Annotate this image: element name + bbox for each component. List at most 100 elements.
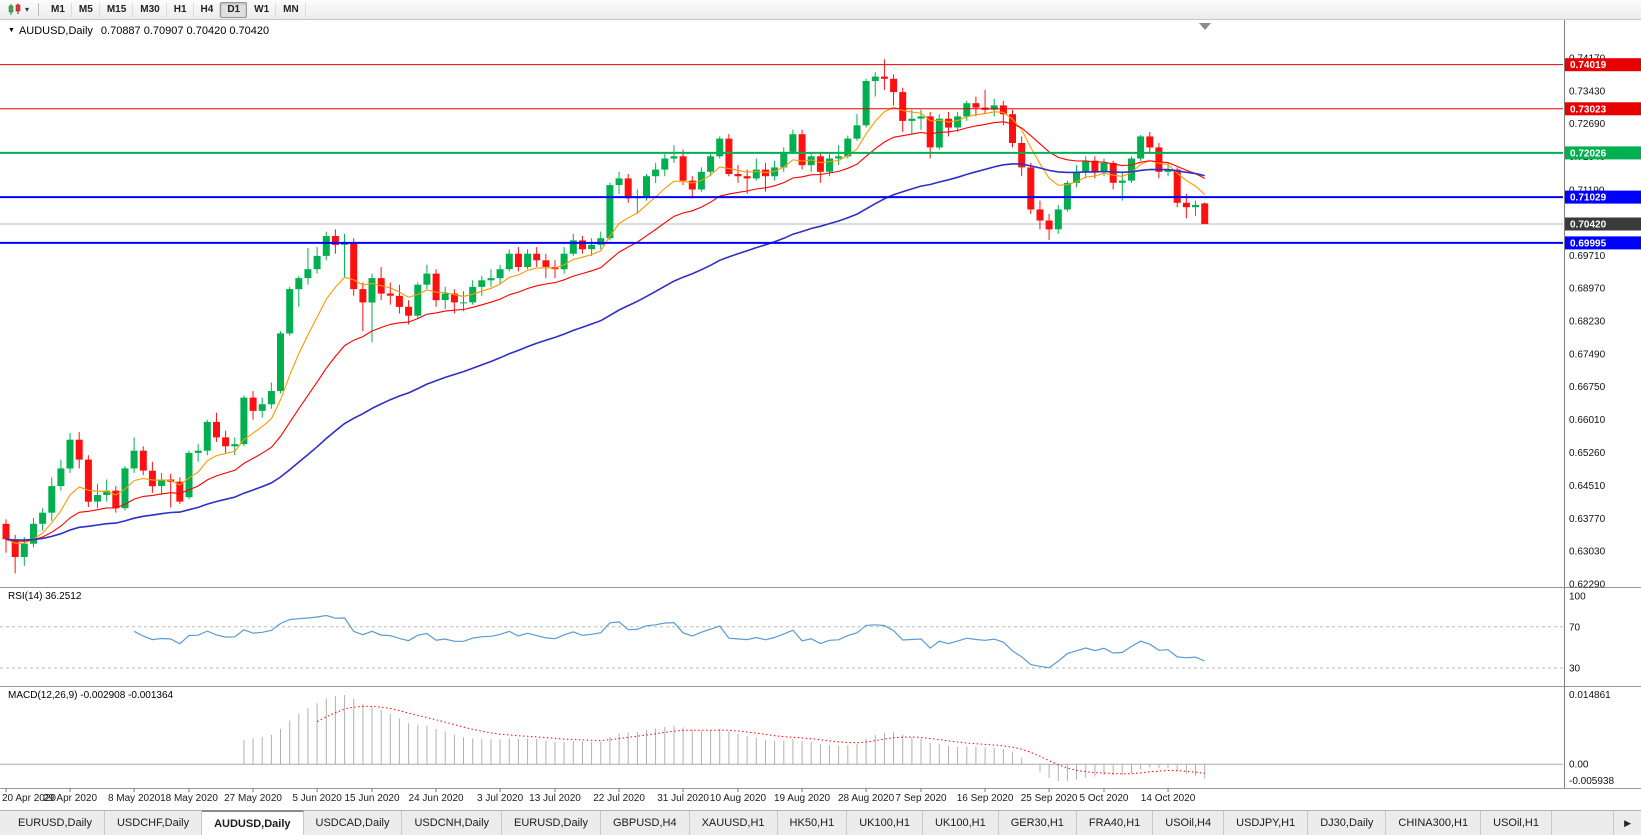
time-tick-label: 14 Oct 2020 (1141, 793, 1196, 804)
candle-body (258, 404, 266, 411)
tab-scroll-right-button[interactable]: ▶ (1613, 811, 1641, 835)
candle-body (588, 244, 596, 250)
candle-body (1082, 160, 1090, 172)
time-tick-label: 25 Sep 2020 (1021, 793, 1078, 804)
chart-tab-usoil-h1[interactable]: USOil,H1 (1481, 811, 1552, 835)
candle-body (725, 138, 733, 174)
timeframe-buttons: M1 M5 M15 M30 H1 H4 D1 W1 MN (44, 0, 306, 19)
candle-body (1192, 205, 1199, 208)
price-badge-0.71029: 0.71029 (1565, 190, 1641, 204)
candle-body (789, 134, 797, 152)
chart-tab-audusd-daily[interactable]: AUDUSD,Daily (202, 810, 304, 835)
svg-text:0.74019: 0.74019 (1570, 60, 1607, 71)
candle-body (395, 295, 403, 307)
candle-body (688, 180, 696, 190)
chart-tab-usdchf-daily[interactable]: USDCHF,Daily (104, 811, 203, 835)
candle-body (1146, 136, 1154, 148)
chart-shift-marker-icon[interactable] (1199, 23, 1211, 30)
price-tick-label: 0.62290 (1569, 580, 1606, 591)
price-tick-label: 0.66010 (1569, 415, 1606, 426)
chart-type-dropdown[interactable]: ▾ (4, 2, 33, 18)
timeframe-button-m30[interactable]: M30 (133, 1, 167, 18)
candle-body (103, 490, 111, 495)
price-tick-label: 0.68230 (1569, 317, 1606, 328)
timeframe-button-m1[interactable]: M1 (44, 1, 72, 18)
chart-tab-uk100-h1[interactable]: UK100,H1 (847, 811, 923, 835)
time-tick-label: 18 May 2020 (160, 793, 218, 804)
candle-body (20, 543, 28, 557)
candle-body (94, 495, 101, 502)
candle-body (844, 138, 852, 157)
candle-body (359, 289, 367, 303)
time-tick-label: 31 Jul 2020 (657, 793, 709, 804)
chart-tab-uk100-h1[interactable]: UK100,H1 (922, 811, 999, 835)
candle-body (826, 158, 833, 172)
price-tick-label: 0.68970 (1569, 284, 1606, 295)
candle-body (441, 293, 449, 301)
chart-tab-usoil-h4[interactable]: USOil,H4 (1153, 811, 1225, 835)
ma-20-line (5, 121, 1205, 542)
price-badge-0.74019: 0.74019 (1565, 58, 1641, 72)
candle-body (240, 397, 248, 445)
chart-tab-eurusd-daily[interactable]: EURUSD,Daily (6, 811, 105, 835)
svg-text:0.69995: 0.69995 (1570, 238, 1607, 249)
chart-tab-eurusd-daily[interactable]: EURUSD,Daily (502, 811, 601, 835)
chart-tab-china300-h1[interactable]: CHINA300,H1 (1386, 811, 1482, 835)
time-tick-label: 8 May 2020 (108, 793, 161, 804)
time-tick-label: 19 Aug 2020 (774, 793, 831, 804)
time-tick-label: 5 Jun 2020 (292, 793, 342, 804)
ma-50-line (5, 163, 1205, 541)
candle-body (203, 421, 211, 451)
candle-body (1173, 169, 1181, 203)
timeframe-button-w1[interactable]: W1 (247, 1, 277, 18)
chart-tab-dj30-daily[interactable]: DJ30,Daily (1308, 811, 1387, 835)
timeframe-button-mn[interactable]: MN (276, 1, 306, 18)
chart-area[interactable]: 0.741700.734300.726900.719400.711900.704… (0, 20, 1641, 810)
timeframe-button-m5[interactable]: M5 (72, 1, 100, 18)
candle-body (862, 81, 870, 126)
chart-tab-ger30-h1[interactable]: GER30,H1 (998, 811, 1077, 835)
candle-body (926, 116, 934, 148)
candle-body (752, 169, 760, 179)
candle-body (972, 103, 980, 108)
candle-body (213, 421, 220, 438)
chart-tab-usdcad-daily[interactable]: USDCAD,Daily (303, 811, 403, 835)
chart-tab-xauusd-h1[interactable]: XAUUSD,H1 (689, 811, 778, 835)
macd-axis-label: 0.00 (1569, 760, 1589, 771)
candle-body (66, 439, 74, 469)
candle-body (734, 174, 742, 177)
macd-histogram (243, 695, 1206, 781)
candle-body (679, 156, 687, 181)
candle-body (1164, 169, 1172, 172)
candle-body (405, 306, 413, 316)
price-tick-label: 0.65260 (1569, 448, 1606, 459)
candle-body (579, 240, 586, 250)
chart-tab-fra40-h1[interactable]: FRA40,H1 (1076, 811, 1154, 835)
time-tick-label: 27 May 2020 (224, 793, 282, 804)
candle-body (496, 269, 504, 279)
candle-body (331, 236, 339, 245)
chart-tab-hk50-h1[interactable]: HK50,H1 (777, 811, 848, 835)
candle-body (798, 134, 806, 166)
candle-body (1201, 203, 1209, 225)
chart-tab-gbpusd-h4[interactable]: GBPUSD,H4 (601, 811, 690, 835)
timeframe-button-m15[interactable]: M15 (100, 1, 134, 18)
rsi-axis-label: 100 (1569, 592, 1586, 603)
toolbar-separator (38, 3, 40, 16)
timeframe-button-h1[interactable]: H1 (167, 1, 194, 18)
candle-body (505, 253, 513, 270)
candle-body (121, 468, 129, 509)
time-tick-label: 10 Aug 2020 (710, 793, 767, 804)
chart-tab-usdjpy-h1[interactable]: USDJPY,H1 (1224, 811, 1309, 835)
timeframe-button-h4[interactable]: H4 (194, 1, 221, 18)
candle-body (48, 486, 56, 513)
rsi-axis-label: 30 (1569, 664, 1581, 675)
candle-body (780, 151, 788, 168)
time-tick-label: 16 Sep 2020 (957, 793, 1014, 804)
price-tick-label: 0.73430 (1569, 86, 1606, 97)
timeframe-button-d1[interactable]: D1 (220, 1, 248, 18)
price-tick-label: 0.67490 (1569, 349, 1606, 360)
candle-body (368, 278, 376, 303)
chart-tab-usdcnh-daily[interactable]: USDCNH,Daily (402, 811, 503, 835)
candle-body (1137, 136, 1145, 159)
